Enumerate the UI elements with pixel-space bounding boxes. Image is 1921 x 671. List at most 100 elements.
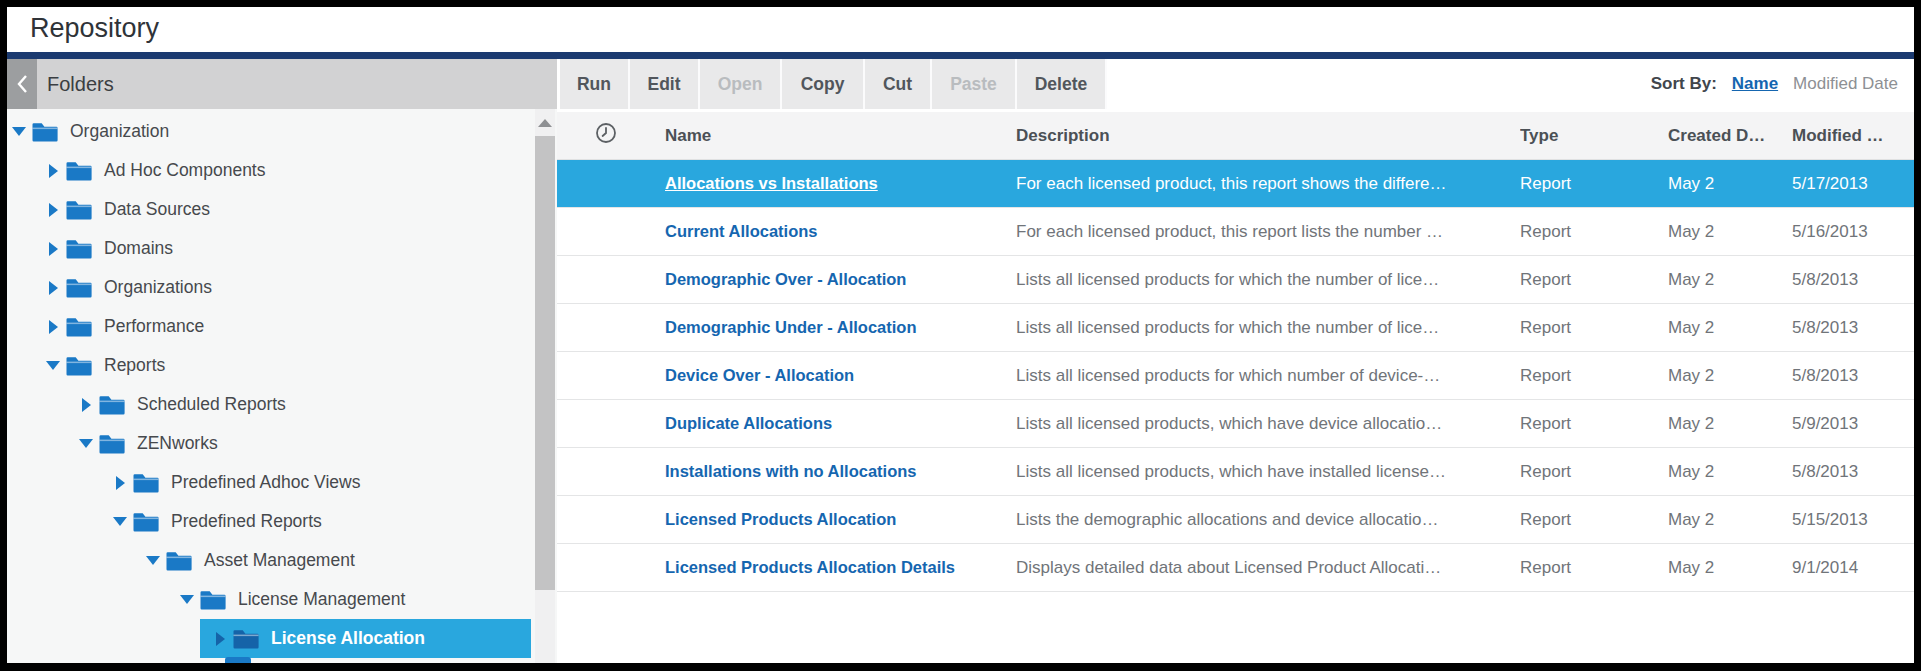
- report-description: Lists all licensed products for which th…: [1016, 318, 1520, 338]
- tree-item-reports[interactable]: Reports: [7, 346, 557, 385]
- report-created-date: May 2: [1668, 270, 1792, 290]
- tree-item-organizations[interactable]: Organizations: [7, 268, 557, 307]
- report-description: Lists all licensed products for which nu…: [1016, 366, 1520, 386]
- tree-item-label: Organizations: [104, 277, 212, 298]
- report-description: Lists all licensed products for which th…: [1016, 270, 1520, 290]
- tree-item-label: Ad Hoc Components: [104, 160, 265, 181]
- expand-arrow-icon[interactable]: [113, 476, 127, 490]
- modified-date-column-header: Modified …: [1792, 126, 1914, 146]
- tree-item-zenworks[interactable]: ZENworks: [7, 424, 557, 463]
- folder-icon: [66, 317, 92, 337]
- tree-item-asset-management[interactable]: Asset Management: [7, 541, 557, 580]
- folder-icon: [133, 473, 159, 493]
- folder-icon: [166, 551, 192, 571]
- table-row-device-over-allocation[interactable]: Device Over - Allocation Lists all licens…: [557, 352, 1914, 400]
- report-name-link[interactable]: Demographic Over - Allocation: [665, 270, 906, 288]
- expand-arrow-icon[interactable]: [46, 242, 60, 256]
- clock-icon: [594, 121, 618, 150]
- folder-tree: Organization Ad Hoc Components Data Source…: [7, 109, 557, 663]
- triangle-up-icon: [538, 119, 552, 127]
- report-description: Lists the demographic allocations and de…: [1016, 510, 1520, 530]
- table-row-demographic-under-allocation[interactable]: Demographic Under - Allocation Lists all …: [557, 304, 1914, 352]
- table-row-allocations-vs-installations[interactable]: Allocations vs Installations For each lic…: [557, 160, 1914, 208]
- report-modified-date: 5/8/2013: [1792, 462, 1914, 482]
- report-name-link[interactable]: Licensed Products Allocation Details: [665, 558, 955, 576]
- copy-button[interactable]: Copy: [782, 59, 865, 109]
- report-name-link[interactable]: Allocations vs Installations: [665, 174, 878, 192]
- folder-icon: [225, 657, 251, 663]
- tree-item-label: Domains: [104, 238, 173, 259]
- folder-icon: [99, 395, 125, 415]
- table-header-row: Name Description Type Created D… Modifie…: [557, 112, 1914, 160]
- report-name-link[interactable]: Installations with no Allocations: [665, 462, 917, 480]
- collapse-arrow-icon[interactable]: [146, 554, 160, 568]
- report-name-link[interactable]: Duplicate Allocations: [665, 414, 832, 432]
- report-name-link[interactable]: Licensed Products Allocation: [665, 510, 896, 528]
- tree-item-license-allocation[interactable]: License Allocation: [7, 619, 557, 658]
- folder-icon: [66, 356, 92, 376]
- tree-item-ad-hoc-components[interactable]: Ad Hoc Components: [7, 151, 557, 190]
- expand-arrow-icon[interactable]: [46, 164, 60, 178]
- expand-arrow-icon[interactable]: [79, 398, 93, 412]
- collapse-arrow-icon[interactable]: [12, 125, 26, 139]
- run-button[interactable]: Run: [560, 59, 630, 109]
- tree-item-label: Predefined Adhoc Views: [171, 472, 360, 493]
- tree-item-label: Data Sources: [104, 199, 210, 220]
- folder-icon: [66, 239, 92, 259]
- expand-arrow-icon[interactable]: [46, 203, 60, 217]
- collapse-arrow-icon[interactable]: [46, 359, 60, 373]
- report-name-link[interactable]: Current Allocations: [665, 222, 818, 240]
- collapse-arrow-icon[interactable]: [79, 437, 93, 451]
- table-row-current-allocations[interactable]: Current AllocationsFor each licensed pro…: [557, 208, 1914, 256]
- tree-item-label: License Allocation: [271, 628, 425, 649]
- folders-panel: Folders Organization Ad Hoc Components Dat…: [7, 59, 557, 663]
- tree-item-label: Organization: [70, 121, 169, 142]
- collapse-panel-button[interactable]: [7, 59, 37, 109]
- expand-arrow-icon[interactable]: [46, 320, 60, 334]
- tree-item-data-sources[interactable]: Data Sources: [7, 190, 557, 229]
- created-date-column-header: Created D…: [1668, 126, 1792, 146]
- report-name-link[interactable]: Demographic Under - Allocation: [665, 318, 917, 336]
- report-type: Report: [1520, 318, 1668, 338]
- collapse-arrow-icon[interactable]: [180, 593, 194, 607]
- folder-icon: [66, 200, 92, 220]
- table-row-installations-with-no-allocations[interactable]: Installations with no Allocations Lists a…: [557, 448, 1914, 496]
- table-row-licensed-products-allocation-details[interactable]: Licensed Products Allocation DetailsDisp…: [557, 544, 1914, 592]
- report-modified-date: 5/16/2013: [1792, 222, 1914, 242]
- report-type: Report: [1520, 558, 1668, 578]
- tree-item-performance[interactable]: Performance: [7, 307, 557, 346]
- tree-item-predefined-reports[interactable]: Predefined Reports: [7, 502, 557, 541]
- tree-item-label: Scheduled Reports: [137, 394, 286, 415]
- report-created-date: May 2: [1668, 462, 1792, 482]
- tree-item-scheduled-reports[interactable]: Scheduled Reports: [7, 385, 557, 424]
- tree-item-domains[interactable]: Domains: [7, 229, 557, 268]
- cut-button[interactable]: Cut: [865, 59, 932, 109]
- tree-item-license-management[interactable]: License Management: [7, 580, 557, 619]
- report-modified-date: 9/1/2014: [1792, 558, 1914, 578]
- folder-icon: [200, 590, 226, 610]
- toolbar: RunEditOpenCopyCutPasteDelete Sort By: N…: [557, 59, 1914, 109]
- tree-item-predefined-adhoc-views[interactable]: Predefined Adhoc Views: [7, 463, 557, 502]
- expand-arrow-icon[interactable]: [213, 632, 227, 646]
- scrollbar-thumb[interactable]: [535, 136, 555, 590]
- report-description: Lists all licensed products, which have …: [1016, 462, 1520, 482]
- tree-scrollbar[interactable]: [535, 109, 555, 663]
- folders-panel-title: Folders: [47, 59, 114, 109]
- scroll-up-button[interactable]: [535, 109, 555, 136]
- tree-item-organization[interactable]: Organization: [7, 112, 557, 151]
- repository-content-pane: RunEditOpenCopyCutPasteDelete Sort By: N…: [557, 59, 1914, 663]
- edit-button[interactable]: Edit: [630, 59, 700, 109]
- expand-arrow-icon[interactable]: [46, 281, 60, 295]
- report-type: Report: [1520, 366, 1668, 386]
- collapse-arrow-icon[interactable]: [113, 515, 127, 529]
- folders-panel-header: Folders: [7, 59, 557, 109]
- report-name-link[interactable]: Device Over - Allocation: [665, 366, 854, 384]
- table-row-demographic-over-allocation[interactable]: Demographic Over - Allocation Lists all l…: [557, 256, 1914, 304]
- table-row-duplicate-allocations[interactable]: Duplicate AllocationsLists all licensed …: [557, 400, 1914, 448]
- report-description: For each licensed product, this report s…: [1016, 174, 1520, 194]
- sort-option-name[interactable]: Name: [1732, 74, 1778, 94]
- sort-option-modified-date[interactable]: Modified Date: [1793, 74, 1898, 94]
- delete-button[interactable]: Delete: [1017, 59, 1107, 109]
- report-created-date: May 2: [1668, 414, 1792, 434]
- table-row-licensed-products-allocation[interactable]: Licensed Products Allocation Lists the de…: [557, 496, 1914, 544]
